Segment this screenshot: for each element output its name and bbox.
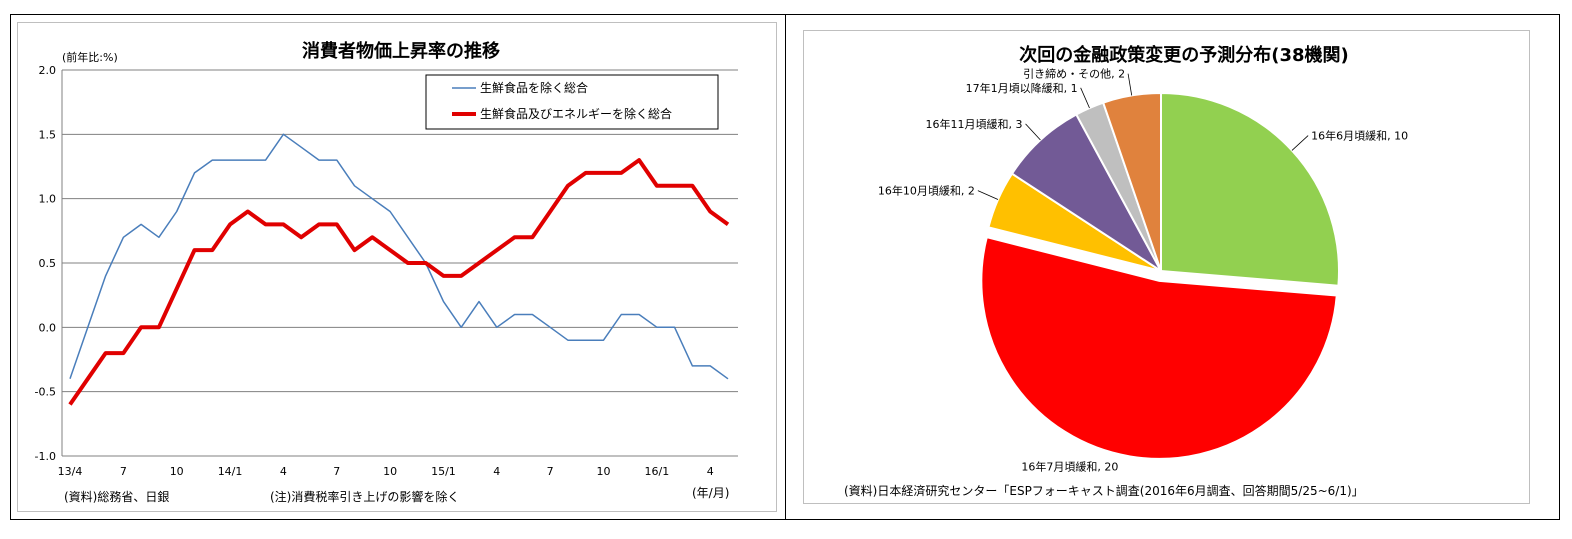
pie-slice-0 [1160,91,1340,287]
pie-slices [980,91,1340,460]
legend-label-1: 生鮮食品及びエネルギーを除く総合 [480,106,672,121]
x-tick-label: 4 [280,465,287,478]
pie-leader-0 [1291,135,1309,151]
legend-box [425,74,719,130]
x-tick-label: 4 [707,465,714,478]
y-axis-ticks: 2.0 1.5 1.0 0.5 0.0 -0.5 -1.0 [35,64,56,463]
pie-slice-1 [980,235,1338,460]
series-line-1 [68,158,730,406]
pie-label-0: 16年6月頃緩和, 10 [1311,129,1408,143]
x-tick-label: 16/1 [645,465,670,478]
line-chart-panel: 消費者物価上昇率の推移 (前年比:%) 2.0 1.5 1.0 0.5 0.0 -0.5 -… [17,22,777,512]
pie-leader-2 [977,190,999,200]
legend-label-0: 生鮮食品を除く総合 [480,80,588,95]
x-tick-label: 7 [120,465,127,478]
x-axis-ticks: 13/4 7 10 14/1 4 7 10 15/1 4 7 10 16/1 4 [58,465,714,478]
x-tick-label: 13/4 [58,465,83,478]
x-tick-label: 4 [493,465,500,478]
y-tick-label: 1.0 [39,193,57,206]
y-tick-label: 0.0 [39,321,57,334]
pie-label-3: 16年11月頃緩和, 3 [926,117,1023,131]
x-tick-label: 15/1 [431,465,456,478]
series-line-0 [69,133,729,380]
figure-divider [785,14,786,520]
source-note: (資料)日本経済研究センター「ESPフォーキャスト調査(2016年6月調査、回答… [844,483,1364,498]
y-tick-label: -0.5 [35,386,56,399]
chart-title: 次回の金融政策変更の予測分布(38機関) [1019,44,1349,66]
y-tick-label: 0.5 [39,257,57,270]
x-tick-label: 14/1 [218,465,243,478]
source-note: (資料)総務省、日銀 [64,490,169,504]
x-tick-label: 10 [383,465,397,478]
pie-labels: 16年6月頃緩和, 10 16年7月頃緩和, 20 16年10月頃緩和, 2 16年1… [878,67,1408,474]
line-chart: 消費者物価上昇率の推移 (前年比:%) 2.0 1.5 1.0 0.5 0.0 -0.5 -… [35,40,738,504]
grid-lines [61,69,738,457]
chart-title: 消費者物価上昇率の推移 [302,40,500,62]
y-unit-label: (前年比:%) [62,50,118,64]
x-unit-label: (年/月) [692,486,729,500]
pie-leader-3 [1025,123,1041,141]
x-tick-label: 7 [547,465,554,478]
footnote: (注)消費税率引き上げの影響を除く [270,489,459,504]
pie-leader-4 [1080,87,1090,109]
x-tick-label: 10 [170,465,184,478]
pie-label-5: 引き締め・その他, 2 [1023,67,1125,81]
y-tick-label: -1.0 [35,450,56,463]
legend: 生鮮食品を除く総合 生鮮食品及びエネルギーを除く総合 [425,74,719,130]
pie-chart-panel: 次回の金融政策変更の予測分布(38機関) 16年6月頃緩和, 10 16年7月頃緩… [803,30,1530,504]
x-tick-label: 7 [333,465,340,478]
pie-chart: 次回の金融政策変更の予測分布(38機関) 16年6月頃緩和, 10 16年7月頃緩… [844,44,1408,498]
pie-label-2: 16年10月頃緩和, 2 [878,184,975,198]
pie-leader-5 [1127,73,1133,96]
pie-label-4: 17年1月頃以降緩和, 1 [966,81,1078,95]
y-tick-label: 2.0 [39,64,57,77]
x-tick-label: 10 [597,465,611,478]
y-tick-label: 1.5 [39,128,57,141]
pie-label-1: 16年7月頃緩和, 20 [1021,459,1118,473]
series-lines [68,133,730,406]
